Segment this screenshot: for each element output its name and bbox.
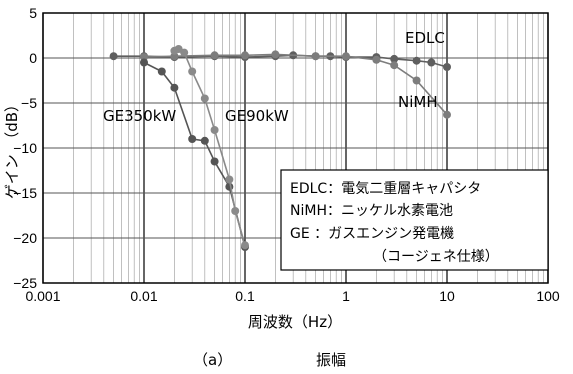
data-point-ge350kw xyxy=(157,67,166,76)
series-label-edlc: EDLC xyxy=(405,29,445,47)
series-line-ge350kw xyxy=(143,61,246,248)
caption-label: （a） xyxy=(193,351,232,369)
data-point-edlc xyxy=(443,63,451,71)
y-tick-label: 0 xyxy=(29,50,37,66)
y-tick-label: −20 xyxy=(13,230,37,246)
x-tick-label: 0.1 xyxy=(235,288,255,304)
series xyxy=(109,45,451,251)
data-point-ge90kw xyxy=(188,67,197,76)
data-point-nimh xyxy=(443,110,451,119)
data-point-edlc xyxy=(412,56,421,65)
data-point-nimh xyxy=(372,55,381,64)
data-point-ge350kw xyxy=(200,136,209,145)
data-point-nimh xyxy=(271,50,280,59)
data-point-ge90kw xyxy=(200,94,209,103)
tick-labels: 0.001 0.01 0.1 1 10 100 5 0 −5 −10 −15 −20 −25 xyxy=(13,5,560,304)
x-tick-label: 0.001 xyxy=(25,288,60,304)
data-point-nimh xyxy=(390,61,399,70)
y-tick-label: 5 xyxy=(29,5,37,21)
data-point-nimh xyxy=(412,76,421,85)
data-point-edlc xyxy=(390,54,399,63)
y-tick-label: −10 xyxy=(13,140,37,156)
data-point-nimh xyxy=(342,52,350,61)
data-point-ge90kw xyxy=(210,126,219,134)
x-tick-label: 10 xyxy=(439,288,455,304)
caption-title: 振幅 xyxy=(316,351,346,369)
legend-frame xyxy=(280,169,549,271)
x-tick-label: 0.01 xyxy=(130,288,157,304)
legend-line-cogen: （コージェネ仕様） xyxy=(373,249,499,265)
series-label-ge90kw: GE90kW xyxy=(225,107,289,125)
legend-box: EDLC：電気二重層キャパシタ NiMH：ニッケル水素電池 GE ：ガスエンジン… xyxy=(280,169,549,271)
data-point-ge350kw xyxy=(210,157,219,166)
data-point-ge350kw xyxy=(188,135,197,143)
data-point-nimh xyxy=(210,51,219,60)
data-point-ge350kw xyxy=(225,182,234,191)
y-tick-label: −25 xyxy=(13,275,37,291)
legend-line-ge: GE ：ガスエンジン発電機 xyxy=(290,226,454,242)
legend-line-edlc: EDLC：電気二重層キャパシタ xyxy=(290,181,481,197)
series-ge350kw xyxy=(140,58,249,251)
data-point-nimh xyxy=(311,52,320,61)
data-point-ge90kw xyxy=(241,241,249,250)
data-point-edlc xyxy=(427,58,436,67)
data-point-ge90kw xyxy=(231,207,240,215)
x-tick-label: 100 xyxy=(536,288,560,304)
data-point-ge90kw xyxy=(225,175,234,184)
data-point-ge350kw xyxy=(170,83,179,92)
series-ge90kw xyxy=(170,45,249,250)
series-label-nimh: NiMH xyxy=(398,93,438,111)
data-point-ge90kw xyxy=(180,48,189,57)
series-line-ge90kw xyxy=(174,48,246,246)
series-label-ge350kw: GE350kW xyxy=(103,107,176,125)
y-axis-title: ゲイン （dB） xyxy=(3,97,21,199)
y-tick-label: −5 xyxy=(21,95,37,111)
data-point-edlc xyxy=(109,52,118,61)
x-tick-label: 1 xyxy=(342,288,350,304)
legend-line-nimh: NiMH：ニッケル水素電池 xyxy=(290,203,453,219)
plot-frame xyxy=(42,12,549,284)
data-point-ge350kw xyxy=(140,58,148,67)
x-axis-title: 周波数（Hz） xyxy=(248,313,342,331)
data-point-nimh xyxy=(241,51,249,60)
y-tick-label: −15 xyxy=(13,185,37,201)
